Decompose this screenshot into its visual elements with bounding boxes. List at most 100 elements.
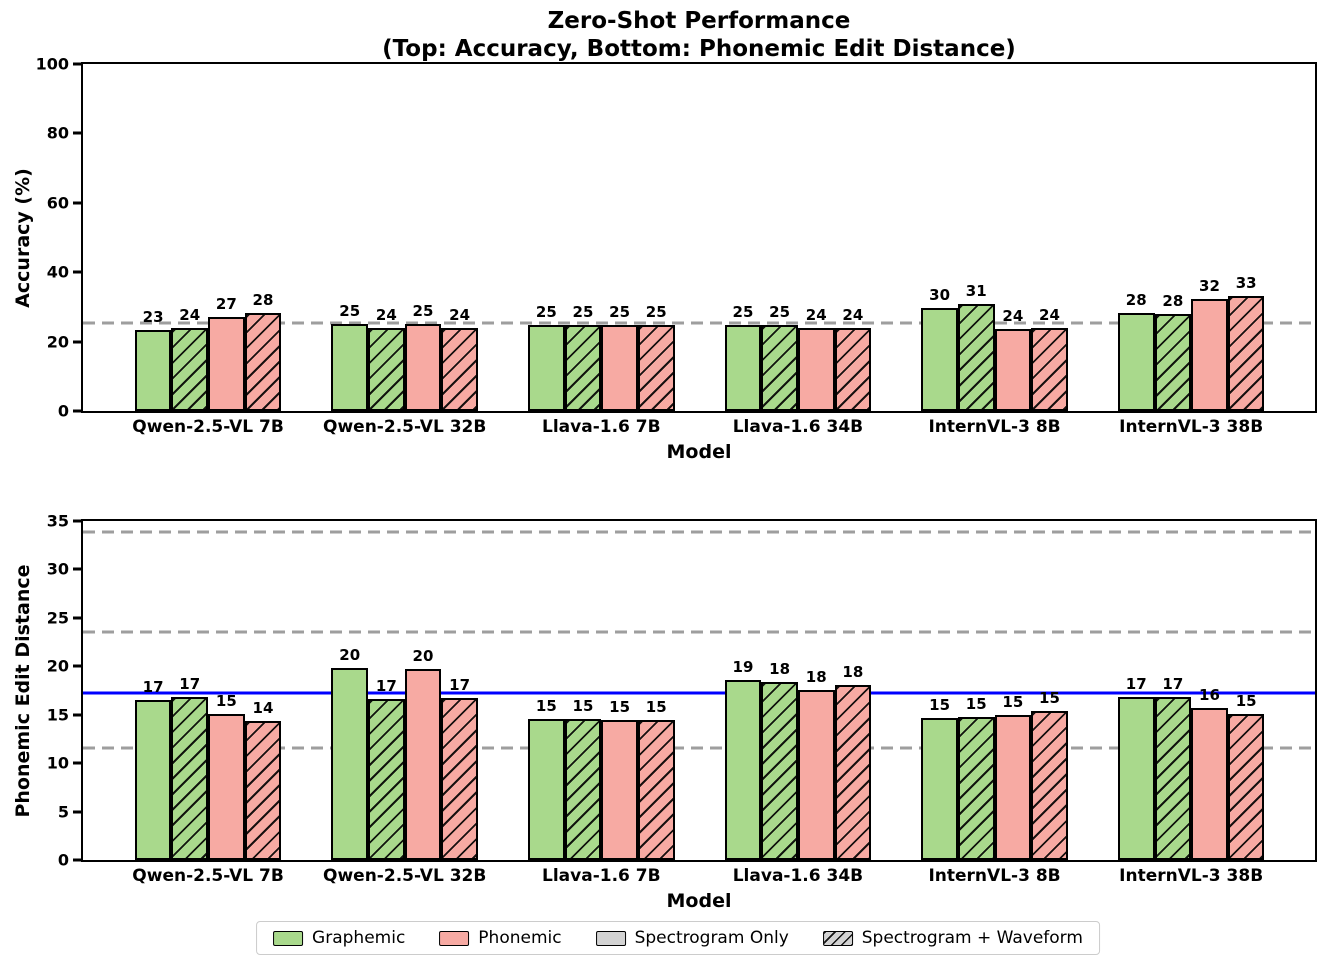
chart-title-line1: Zero-Shot Performance [547,8,851,34]
bar [244,720,282,860]
bar-value-label: 18 [842,662,864,681]
bar-value-label: 15 [215,691,237,710]
legend-item: Graphemic [273,928,405,948]
y-tick-label: 0 [57,850,69,870]
x-category-label: Llava-1.6 7B [542,417,661,437]
bar-value-label: 17 [1125,675,1147,694]
bar-value-label: 24 [842,306,864,325]
accuracy-panel: Accuracy (%) 0 20 40 60 80 100 23 24 27 28 Qwen-2.… [12,55,1317,463]
bar-value-label: 20 [412,647,434,666]
bar [994,329,1032,411]
y-tick-label: 30 [46,559,69,579]
x-category-label: Llava-1.6 34B [732,866,864,886]
bar [208,317,245,411]
bar-value-label: 27 [215,295,237,314]
bar [601,324,638,411]
bar-value-label: 17 [179,675,201,694]
bar [331,323,369,411]
y-tick-mark [73,664,83,668]
bar [564,718,602,860]
bar [834,328,872,411]
edit-distance-plot-area: 0 5 10 15 20 25 30 35 17 17 15 14 Qwen-2.5-VL 7B 20 17… [47,512,1317,886]
bar [761,681,798,860]
legend-swatch [439,930,470,946]
bar [441,698,478,860]
bar-value-label: 17 [142,678,164,697]
accuracy-plot-area: 0 20 40 60 80 100 23 24 27 28 Qwen-2.5-VL 7B 25 24 25… [36,55,1317,437]
bar [564,324,602,411]
y-tick-mark [73,567,83,571]
bar [957,304,995,411]
y-tick-mark [73,340,83,344]
x-category-label: Qwen-2.5-VL 7B [132,417,284,437]
bar [528,324,565,411]
bar [637,719,675,860]
bar [1117,313,1155,411]
reference-line [83,630,1315,634]
bar [797,328,835,411]
edit-distance-panel: Phonemic Edit Distance 0 5 10 15 20 25 30 35 17 1… [12,512,1317,912]
bar-value-label: 15 [929,695,951,714]
y-tick-label: 35 [46,511,69,531]
bar-value-label: 24 [375,306,397,325]
bar [134,700,172,860]
reference-line [83,321,1315,325]
bar [368,699,405,860]
y-tick-mark [73,201,83,205]
bar [637,324,675,411]
accuracy-x-axis-label: Model [666,441,732,463]
bar-value-label: 15 [645,697,667,716]
legend-item: Spectrogram + Waveform [822,928,1083,948]
bar-value-label: 23 [142,307,164,326]
x-category-label: InternVL-3 38B [1119,866,1264,886]
bar-value-label: 25 [609,302,631,321]
y-tick-label: 25 [46,608,69,628]
y-tick-mark [73,131,83,135]
chart-title: Zero-Shot Performance (Top: Accuracy, Bo… [81,7,1317,63]
y-tick-mark [73,713,83,717]
y-tick-label: 80 [46,123,69,143]
bar-value-label: 24 [805,306,827,325]
bar-value-label: 24 [1002,307,1024,326]
bar-value-label: 25 [769,303,791,322]
bar-value-label: 15 [609,697,631,716]
bar-value-label: 28 [252,290,274,309]
reference-line [83,530,1315,534]
y-tick-label: 100 [35,54,69,74]
y-tick-mark [73,616,83,620]
bar [244,312,282,411]
x-category-label: Qwen-2.5-VL 32B [323,417,487,437]
legend-item: Spectrogram Only [595,928,789,948]
legend-swatch [595,930,626,946]
bar-value-label: 17 [375,677,397,696]
bar-value-label: 24 [179,306,201,325]
y-tick-mark [73,761,83,765]
y-tick-mark [73,858,83,862]
bar-value-label: 28 [1125,291,1147,310]
bar-value-label: 25 [572,302,594,321]
bar [921,717,958,860]
bar [171,697,209,860]
bar-value-label: 25 [645,302,667,321]
bar-value-label: 33 [1235,273,1257,292]
y-tick-label: 10 [46,753,69,773]
x-category-label: Qwen-2.5-VL 32B [323,866,487,886]
reference-line [83,746,1315,750]
x-category-label: InternVL-3 38B [1119,417,1264,437]
bar-value-label: 25 [412,301,434,320]
legend-item: Phonemic [439,928,562,948]
legend-label: Spectrogram Only [634,928,789,948]
bar-value-label: 17 [1162,675,1184,694]
x-category-label: Qwen-2.5-VL 7B [132,866,284,886]
bar [404,323,442,411]
bar-value-label: 31 [965,282,987,301]
bar-value-label: 25 [535,302,557,321]
bar [368,328,405,411]
bar [797,689,835,860]
y-tick-label: 60 [46,193,69,213]
bar [1031,710,1068,860]
bar [1154,314,1192,411]
bar [994,714,1032,860]
bar-value-label: 28 [1162,292,1184,311]
